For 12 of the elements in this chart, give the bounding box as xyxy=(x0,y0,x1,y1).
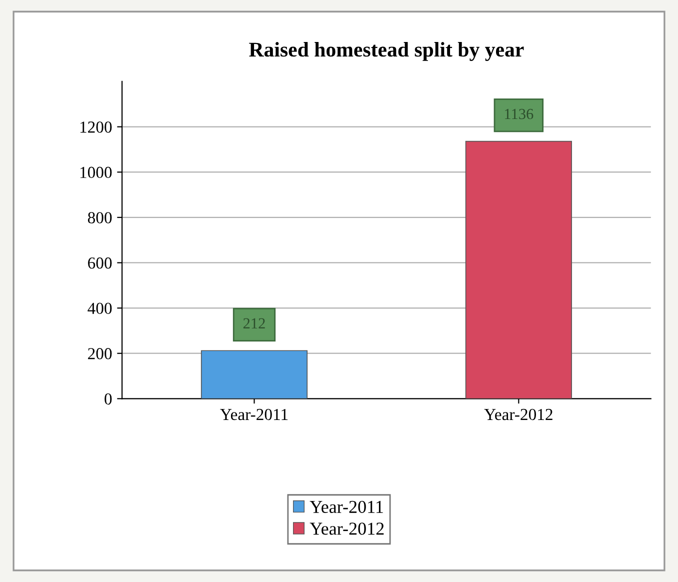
y-tick-label: 1200 xyxy=(80,121,112,133)
legend-label: Year-2011 xyxy=(310,500,383,513)
chart-title: Raised homestead split by year xyxy=(249,42,524,61)
data-label: 212 xyxy=(243,318,265,328)
legend-label: Year-2012 xyxy=(310,522,384,535)
y-tick-label: 400 xyxy=(88,302,112,314)
y-tick-label: 0 xyxy=(104,393,112,405)
y-tick-label: 600 xyxy=(88,257,112,269)
y-tick-label: 1000 xyxy=(80,166,112,178)
data-label: 1136 xyxy=(505,108,534,120)
y-tick-label: 200 xyxy=(88,348,112,360)
y-tick-label: 800 xyxy=(88,212,112,224)
